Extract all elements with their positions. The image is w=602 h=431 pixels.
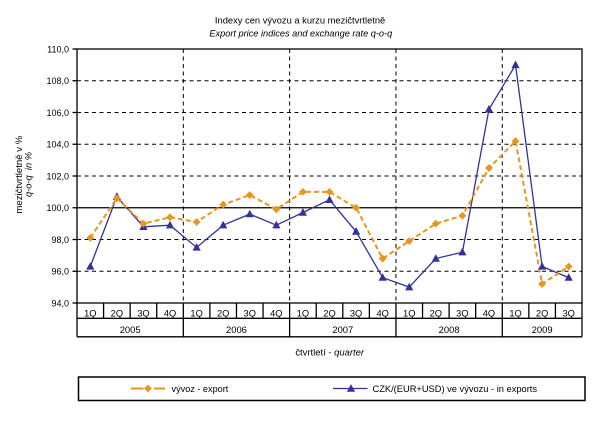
svg-text:3Q: 3Q <box>244 309 256 319</box>
svg-text:4Q: 4Q <box>270 309 282 319</box>
svg-text:2Q: 2Q <box>430 309 442 319</box>
svg-text:3Q: 3Q <box>456 309 468 319</box>
svg-text:1Q: 1Q <box>84 309 96 319</box>
svg-text:mezičtvrtletně v %: mezičtvrtletně v % <box>14 135 25 213</box>
svg-text:2005: 2005 <box>120 324 141 335</box>
svg-text:Export price indices and excha: Export price indices and exchange rate q… <box>209 29 393 39</box>
svg-text:4Q: 4Q <box>164 309 176 319</box>
svg-text:4Q: 4Q <box>376 309 388 319</box>
svg-text:1Q: 1Q <box>190 309 202 319</box>
svg-text:3Q: 3Q <box>137 309 149 319</box>
svg-text:106,0: 106,0 <box>46 108 69 118</box>
svg-text:94,0: 94,0 <box>51 298 69 308</box>
svg-text:98,0: 98,0 <box>51 235 69 245</box>
svg-text:102,0: 102,0 <box>46 171 69 181</box>
svg-text:q-o-q in %: q-o-q in % <box>23 152 33 197</box>
svg-text:110,0: 110,0 <box>47 44 69 54</box>
svg-text:100,0: 100,0 <box>46 203 69 213</box>
svg-text:2Q: 2Q <box>323 309 335 319</box>
svg-text:2008: 2008 <box>439 324 460 335</box>
svg-text:108,0: 108,0 <box>46 76 69 86</box>
svg-text:4Q: 4Q <box>483 309 495 319</box>
svg-text:čtvrtletí - quarter: čtvrtletí - quarter <box>295 348 365 359</box>
svg-text:96,0: 96,0 <box>51 267 69 277</box>
svg-text:Indexy cen vývozu a kurzu mezi: Indexy cen vývozu a kurzu mezičtvrtletně <box>215 15 385 25</box>
svg-text:1Q: 1Q <box>297 309 309 319</box>
svg-text:2Q: 2Q <box>536 309 548 319</box>
svg-text:3Q: 3Q <box>350 309 362 319</box>
svg-text:1Q: 1Q <box>403 309 415 319</box>
svg-text:2Q: 2Q <box>111 309 123 319</box>
svg-text:CZK/(EUR+USD) ve vývozu - in e: CZK/(EUR+USD) ve vývozu - in exports <box>373 384 538 394</box>
svg-text:3Q: 3Q <box>563 309 575 319</box>
svg-text:2009: 2009 <box>532 324 553 335</box>
svg-text:2007: 2007 <box>332 324 353 335</box>
svg-text:104,0: 104,0 <box>46 140 69 150</box>
svg-text:vývoz - export: vývoz - export <box>172 384 229 394</box>
svg-text:2Q: 2Q <box>217 309 229 319</box>
svg-text:1Q: 1Q <box>509 309 521 319</box>
svg-text:2006: 2006 <box>226 324 247 335</box>
